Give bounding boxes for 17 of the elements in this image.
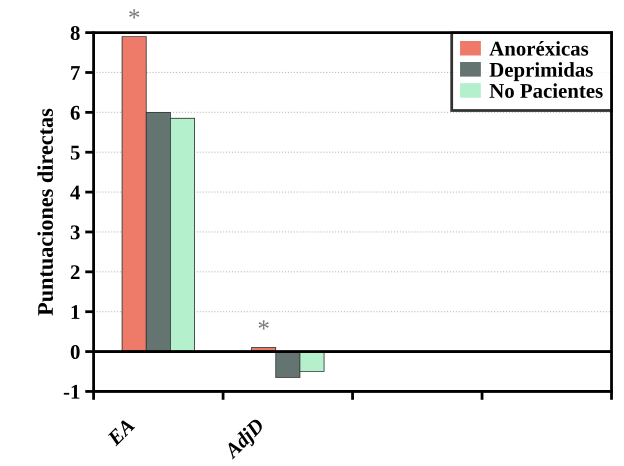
- annotation: *: [258, 320, 269, 330]
- y-tick-label: 3: [70, 225, 80, 240]
- legend-label: No Pacientes: [490, 83, 603, 98]
- legend-label: Anoréxicas: [489, 41, 588, 56]
- legend-label: Deprimidas: [490, 62, 593, 82]
- x-tick-label: EA: [106, 418, 136, 447]
- text: *: [129, 9, 140, 19]
- y-tick-label: 7: [71, 66, 80, 80]
- y-axis-title: Puntuaciones directas: [37, 108, 54, 316]
- y-tick-label: -1: [64, 384, 80, 399]
- y-tick-label: 1: [72, 305, 80, 319]
- y-tick-label: 6: [70, 106, 80, 120]
- y-tick-label: 2: [70, 265, 80, 280]
- y-tick-label: 8: [70, 26, 80, 40]
- y-tick-label: 0: [70, 344, 80, 360]
- y-tick-label: 5: [70, 146, 80, 160]
- y-tick-label: 4: [70, 186, 80, 200]
